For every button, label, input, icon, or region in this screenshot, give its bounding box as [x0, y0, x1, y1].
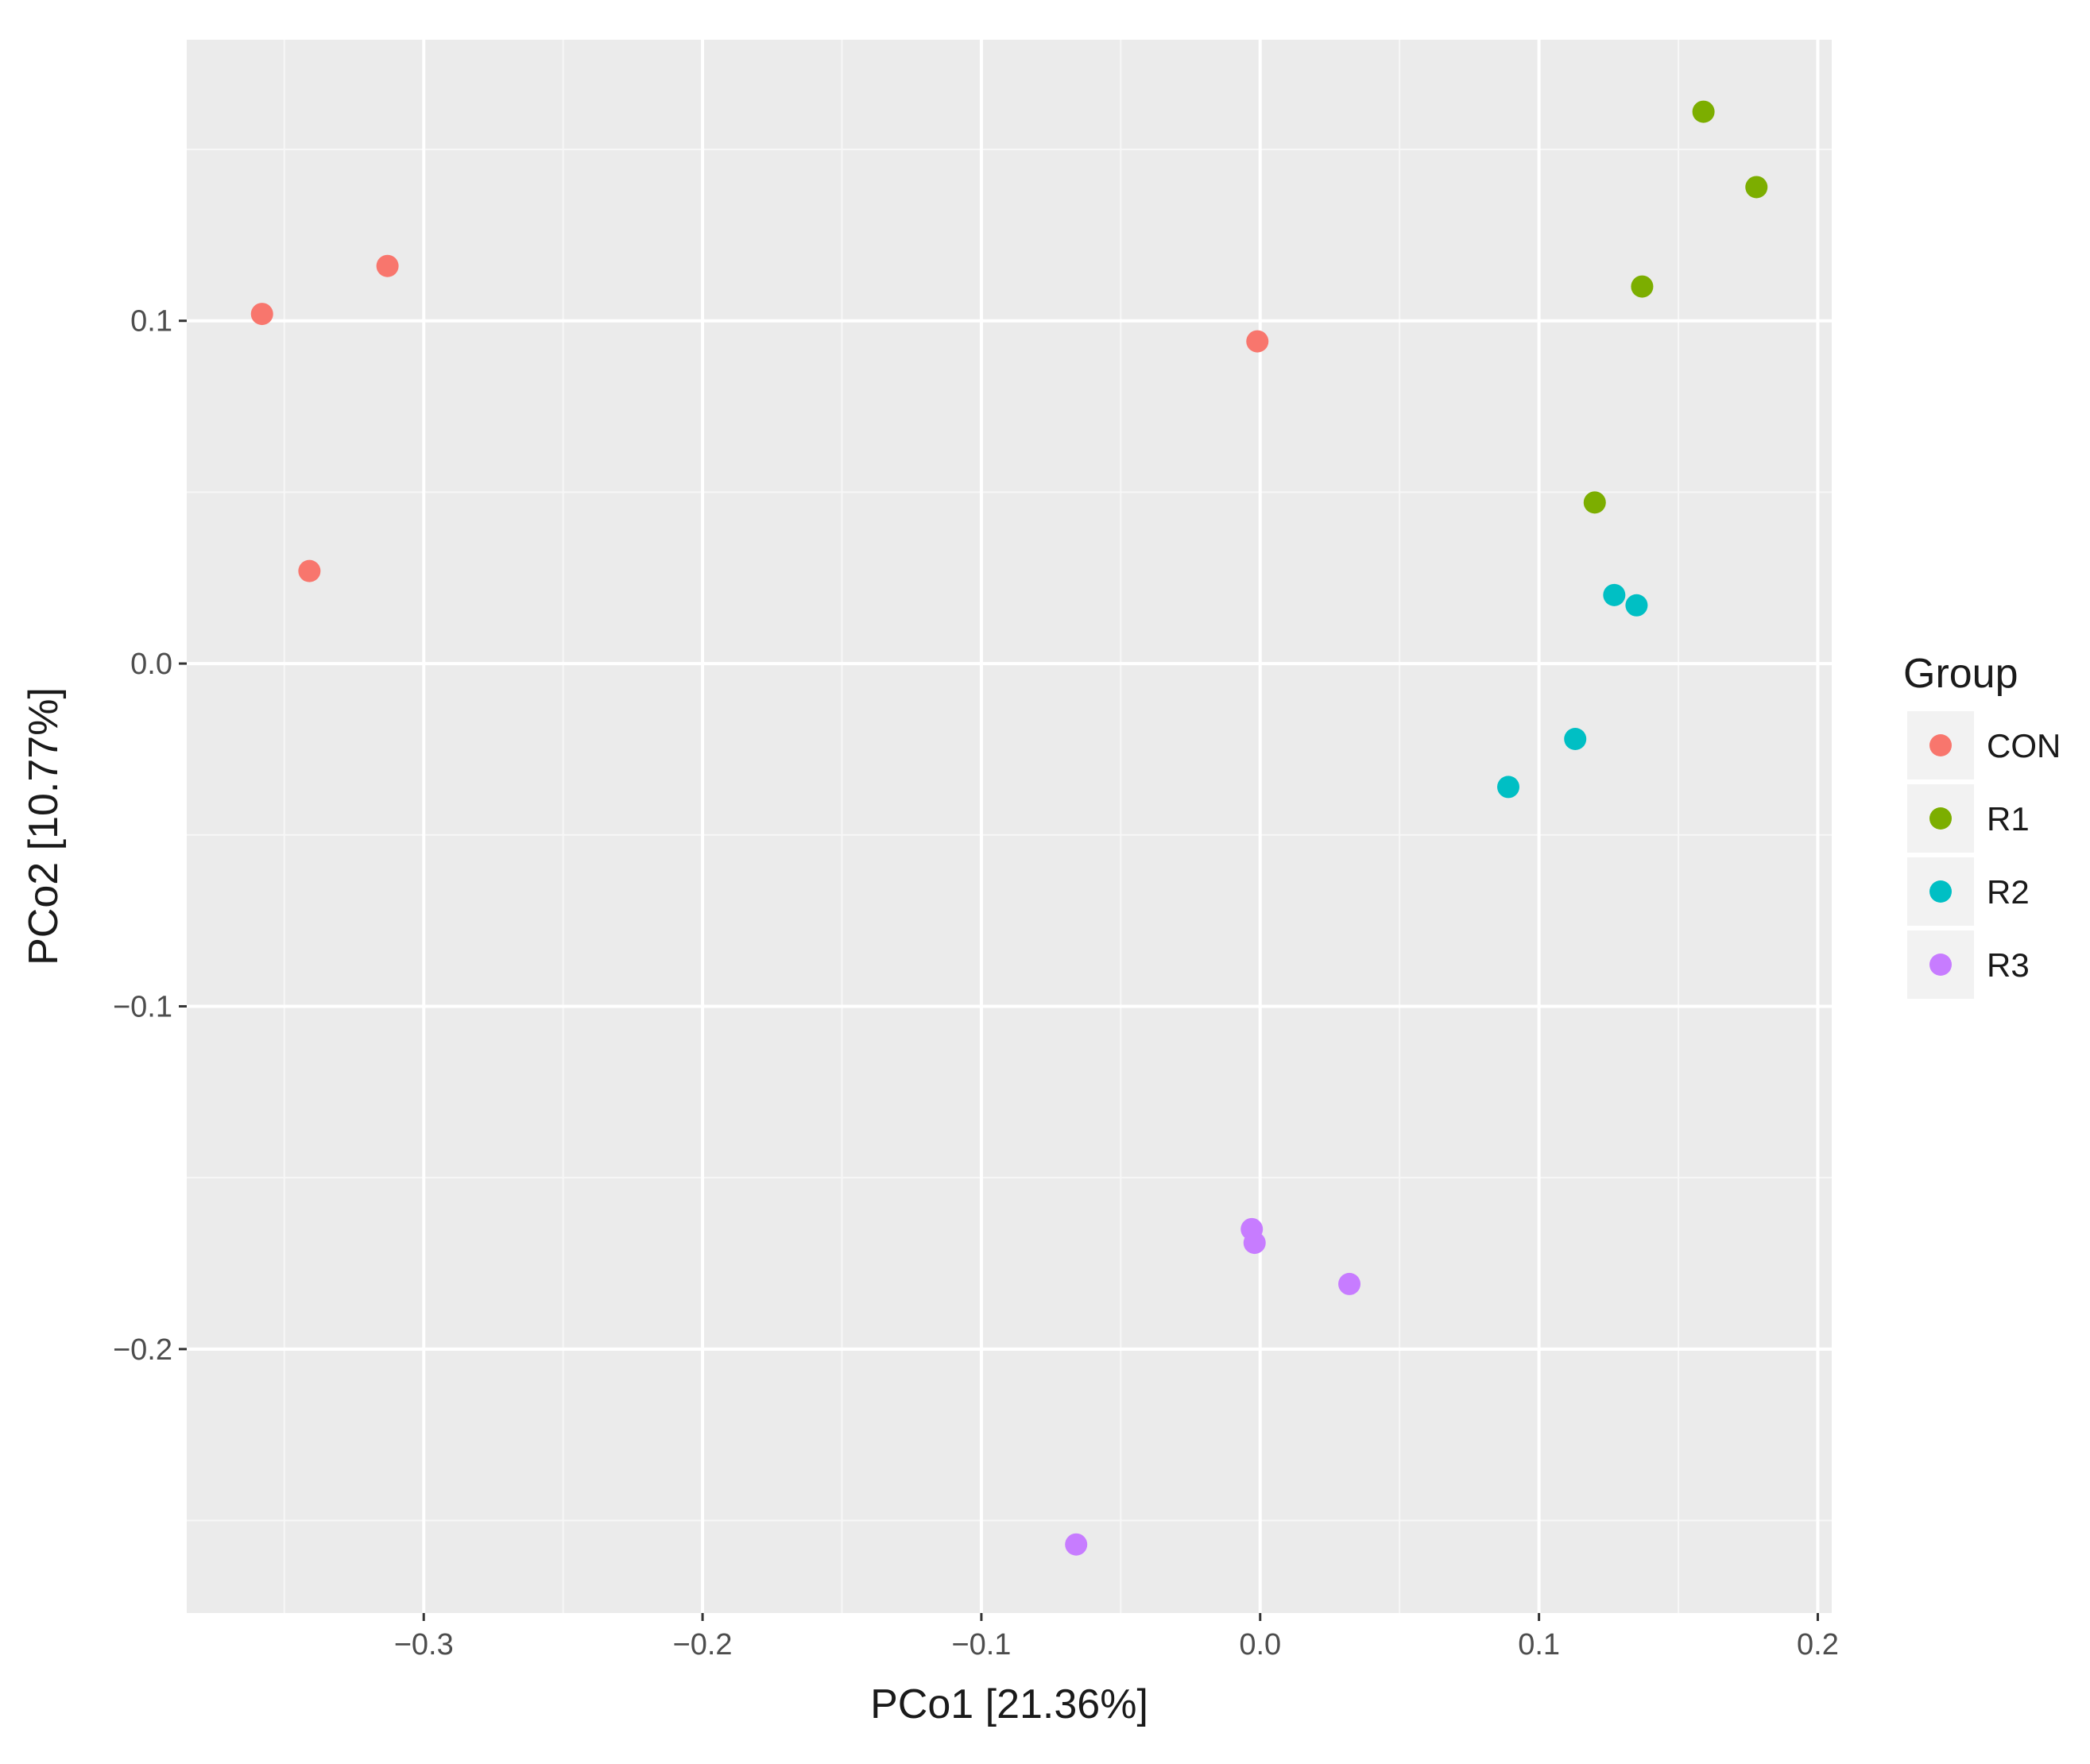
y-tick-label: −0.1 [113, 990, 172, 1023]
legend-swatch-con [1929, 734, 1952, 756]
legend-label-con: CON [1987, 727, 2061, 764]
legend-title: Group [1903, 651, 2018, 697]
x-tick-label: −0.2 [673, 1628, 733, 1661]
legend-swatch-r3 [1929, 954, 1952, 976]
point-r2 [1497, 776, 1520, 799]
legend-label-r3: R3 [1987, 946, 2030, 984]
y-axis-title: PCo2 [10.77%] [21, 687, 67, 965]
data-points [250, 100, 1768, 1556]
point-r3 [1338, 1272, 1361, 1295]
point-r3 [1065, 1533, 1088, 1556]
legend-swatch-r2 [1929, 880, 1952, 903]
major-gridlines [187, 40, 1832, 1613]
point-r2 [1564, 728, 1587, 750]
point-r1 [1692, 100, 1715, 123]
legend-swatch-r1 [1929, 807, 1952, 830]
point-r1 [1631, 275, 1654, 298]
x-axis: −0.3 −0.2 −0.1 0.0 0.1 0.2 [394, 1613, 1839, 1661]
x-tick-label: 0.0 [1239, 1628, 1281, 1661]
point-r2 [1625, 594, 1648, 617]
point-r3 [1243, 1232, 1266, 1255]
point-r1 [1583, 491, 1606, 514]
x-tick-label: −0.1 [951, 1628, 1011, 1661]
x-axis-title: PCo1 [21.36%] [870, 1681, 1148, 1727]
point-con [298, 559, 321, 582]
point-r2 [1603, 583, 1626, 606]
point-con [376, 254, 399, 277]
plot-panel [187, 40, 1832, 1613]
point-con [250, 303, 273, 326]
y-axis: −0.2 −0.1 0.0 0.1 [113, 305, 187, 1367]
y-tick-label: 0.1 [130, 305, 172, 338]
legend: Group CON R1 R2 R3 [1903, 651, 2061, 999]
legend-label-r1: R1 [1987, 800, 2030, 838]
y-tick-label: −0.2 [113, 1333, 172, 1367]
y-tick-label: 0.0 [130, 648, 172, 681]
minor-gridlines [187, 40, 1832, 1613]
x-tick-label: 0.1 [1518, 1628, 1560, 1661]
x-tick-label: 0.2 [1797, 1628, 1839, 1661]
legend-label-r2: R2 [1987, 873, 2030, 911]
point-r1 [1745, 176, 1768, 199]
x-tick-label: −0.3 [394, 1628, 454, 1661]
point-con [1246, 330, 1269, 353]
